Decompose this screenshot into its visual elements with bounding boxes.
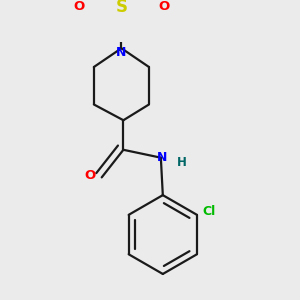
Text: Cl: Cl — [202, 206, 215, 218]
Text: N: N — [116, 46, 127, 59]
Text: S: S — [116, 0, 128, 16]
Text: H: H — [177, 156, 187, 169]
Text: O: O — [74, 0, 85, 14]
Text: N: N — [157, 151, 167, 164]
Text: O: O — [158, 0, 169, 14]
Text: O: O — [85, 169, 96, 182]
